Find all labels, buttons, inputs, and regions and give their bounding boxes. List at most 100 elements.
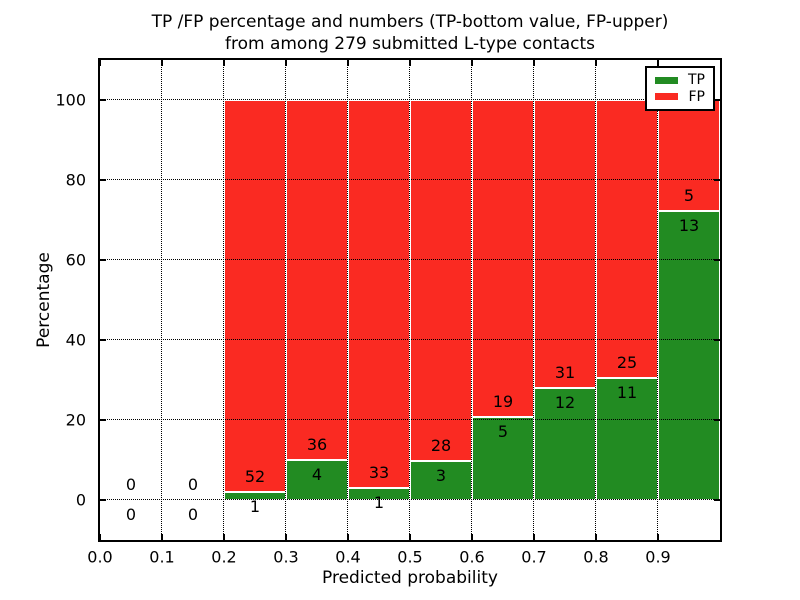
x-tick-label: 0.1	[149, 547, 175, 567]
tp-count-label: 11	[616, 382, 638, 402]
tick-mark	[533, 60, 535, 66]
tick-mark	[595, 60, 597, 66]
v-gridline	[161, 60, 162, 540]
fp-bar	[472, 100, 534, 417]
v-gridline	[409, 60, 410, 540]
y-tick-label: 100	[55, 90, 86, 110]
h-gridline	[100, 339, 720, 340]
tick-mark	[100, 99, 106, 101]
tick-mark	[223, 60, 225, 66]
tp-count-label: 12	[554, 393, 576, 413]
tick-mark	[223, 534, 225, 540]
h-gridline	[100, 99, 720, 100]
v-gridline	[285, 60, 286, 540]
chart-title: TP /FP percentage and numbers (TP-bottom…	[100, 11, 720, 55]
tp-count-label: 1	[373, 493, 385, 513]
y-tick-label: 40	[65, 330, 86, 350]
tick-mark	[595, 534, 597, 540]
tp-count-label: 0	[187, 505, 199, 524]
tick-mark	[285, 534, 287, 540]
fp-count-label: 0	[187, 475, 199, 494]
legend: TP FP	[645, 66, 715, 111]
x-tick-label: 0.3	[273, 547, 299, 567]
tp-count-label: 1	[249, 497, 261, 517]
tp-bar	[658, 211, 720, 500]
tp-count-label: 5	[497, 421, 509, 441]
legend-item-fp: FP	[655, 90, 705, 104]
tick-mark	[714, 499, 720, 501]
h-gridline	[100, 179, 720, 180]
tick-mark	[347, 60, 349, 66]
h-gridline	[100, 419, 720, 420]
h-gridline	[100, 259, 720, 260]
v-gridline	[223, 60, 224, 540]
tick-mark	[347, 534, 349, 540]
x-tick-label: 0.9	[645, 547, 671, 567]
tick-mark	[161, 534, 163, 540]
h-gridline	[100, 499, 720, 500]
tick-mark	[714, 339, 720, 341]
tp-count-label: 0	[125, 505, 137, 524]
y-tick-label: 80	[65, 170, 86, 190]
v-gridline	[533, 60, 534, 540]
x-axis-label: Predicted probability	[322, 568, 498, 588]
tp-count-label: 3	[435, 466, 447, 486]
fp-count-label: 25	[616, 352, 638, 372]
x-tick-label: 0.2	[211, 547, 237, 567]
x-tick-label: 0.5	[397, 547, 423, 567]
legend-swatch-tp-icon	[655, 76, 678, 84]
fp-count-label: 52	[244, 467, 266, 487]
x-tick-label: 0.4	[335, 547, 361, 567]
fp-bar	[658, 100, 720, 212]
tick-mark	[409, 534, 411, 540]
legend-label-tp: TP	[688, 72, 705, 89]
v-gridline	[595, 60, 596, 540]
tick-mark	[161, 60, 163, 66]
tick-mark	[409, 60, 411, 66]
fp-bar	[348, 100, 410, 489]
plot-area: 0 0 0 0 52 1 36 4 33 1 28 3 19 5 31 12 25 11 5 13 0.0 0.1 0.2 0…	[55, 58, 722, 567]
y-tick-label: 60	[65, 250, 86, 270]
tick-mark	[100, 259, 106, 261]
tick-mark	[285, 60, 287, 66]
fp-bar	[534, 100, 596, 389]
y-tick-label: 20	[65, 410, 86, 430]
x-tick-label: 0.0	[87, 547, 113, 567]
chart-title-line-2: from among 279 submitted L-type contacts	[224, 34, 595, 54]
tick-mark	[714, 99, 720, 101]
tick-mark	[99, 60, 101, 66]
fp-count-label: 31	[554, 363, 576, 383]
tp-count-label: 4	[311, 465, 323, 484]
y-tick-label: 0	[75, 490, 86, 510]
fp-count-label: 33	[368, 463, 390, 483]
tp-count-label: 13	[678, 216, 700, 236]
legend-label-fp: FP	[688, 88, 706, 105]
tick-mark	[714, 259, 720, 261]
tick-mark	[100, 339, 106, 341]
fp-count-label: 28	[430, 436, 452, 456]
tick-mark	[100, 499, 106, 501]
fp-bar	[224, 100, 286, 493]
legend-swatch-fp-icon	[655, 93, 678, 101]
fp-count-label: 36	[306, 435, 328, 454]
tick-mark	[533, 534, 535, 540]
fp-bar	[410, 100, 472, 462]
fp-count-label: 19	[492, 391, 514, 411]
tick-mark	[471, 534, 473, 540]
tick-mark	[657, 534, 659, 540]
x-tick-label: 0.7	[521, 547, 547, 567]
tick-mark	[99, 534, 101, 540]
fp-bar	[286, 100, 348, 460]
v-gridline	[347, 60, 348, 540]
fp-bar	[596, 100, 658, 378]
fp-count-label: 0	[125, 475, 137, 494]
v-gridline	[471, 60, 472, 540]
tick-mark	[714, 419, 720, 421]
tick-mark	[100, 179, 106, 181]
tp-bar	[472, 416, 534, 500]
x-tick-label: 0.8	[583, 547, 609, 567]
tick-mark	[714, 179, 720, 181]
tick-mark	[471, 60, 473, 66]
x-tick-label: 0.6	[459, 547, 485, 567]
